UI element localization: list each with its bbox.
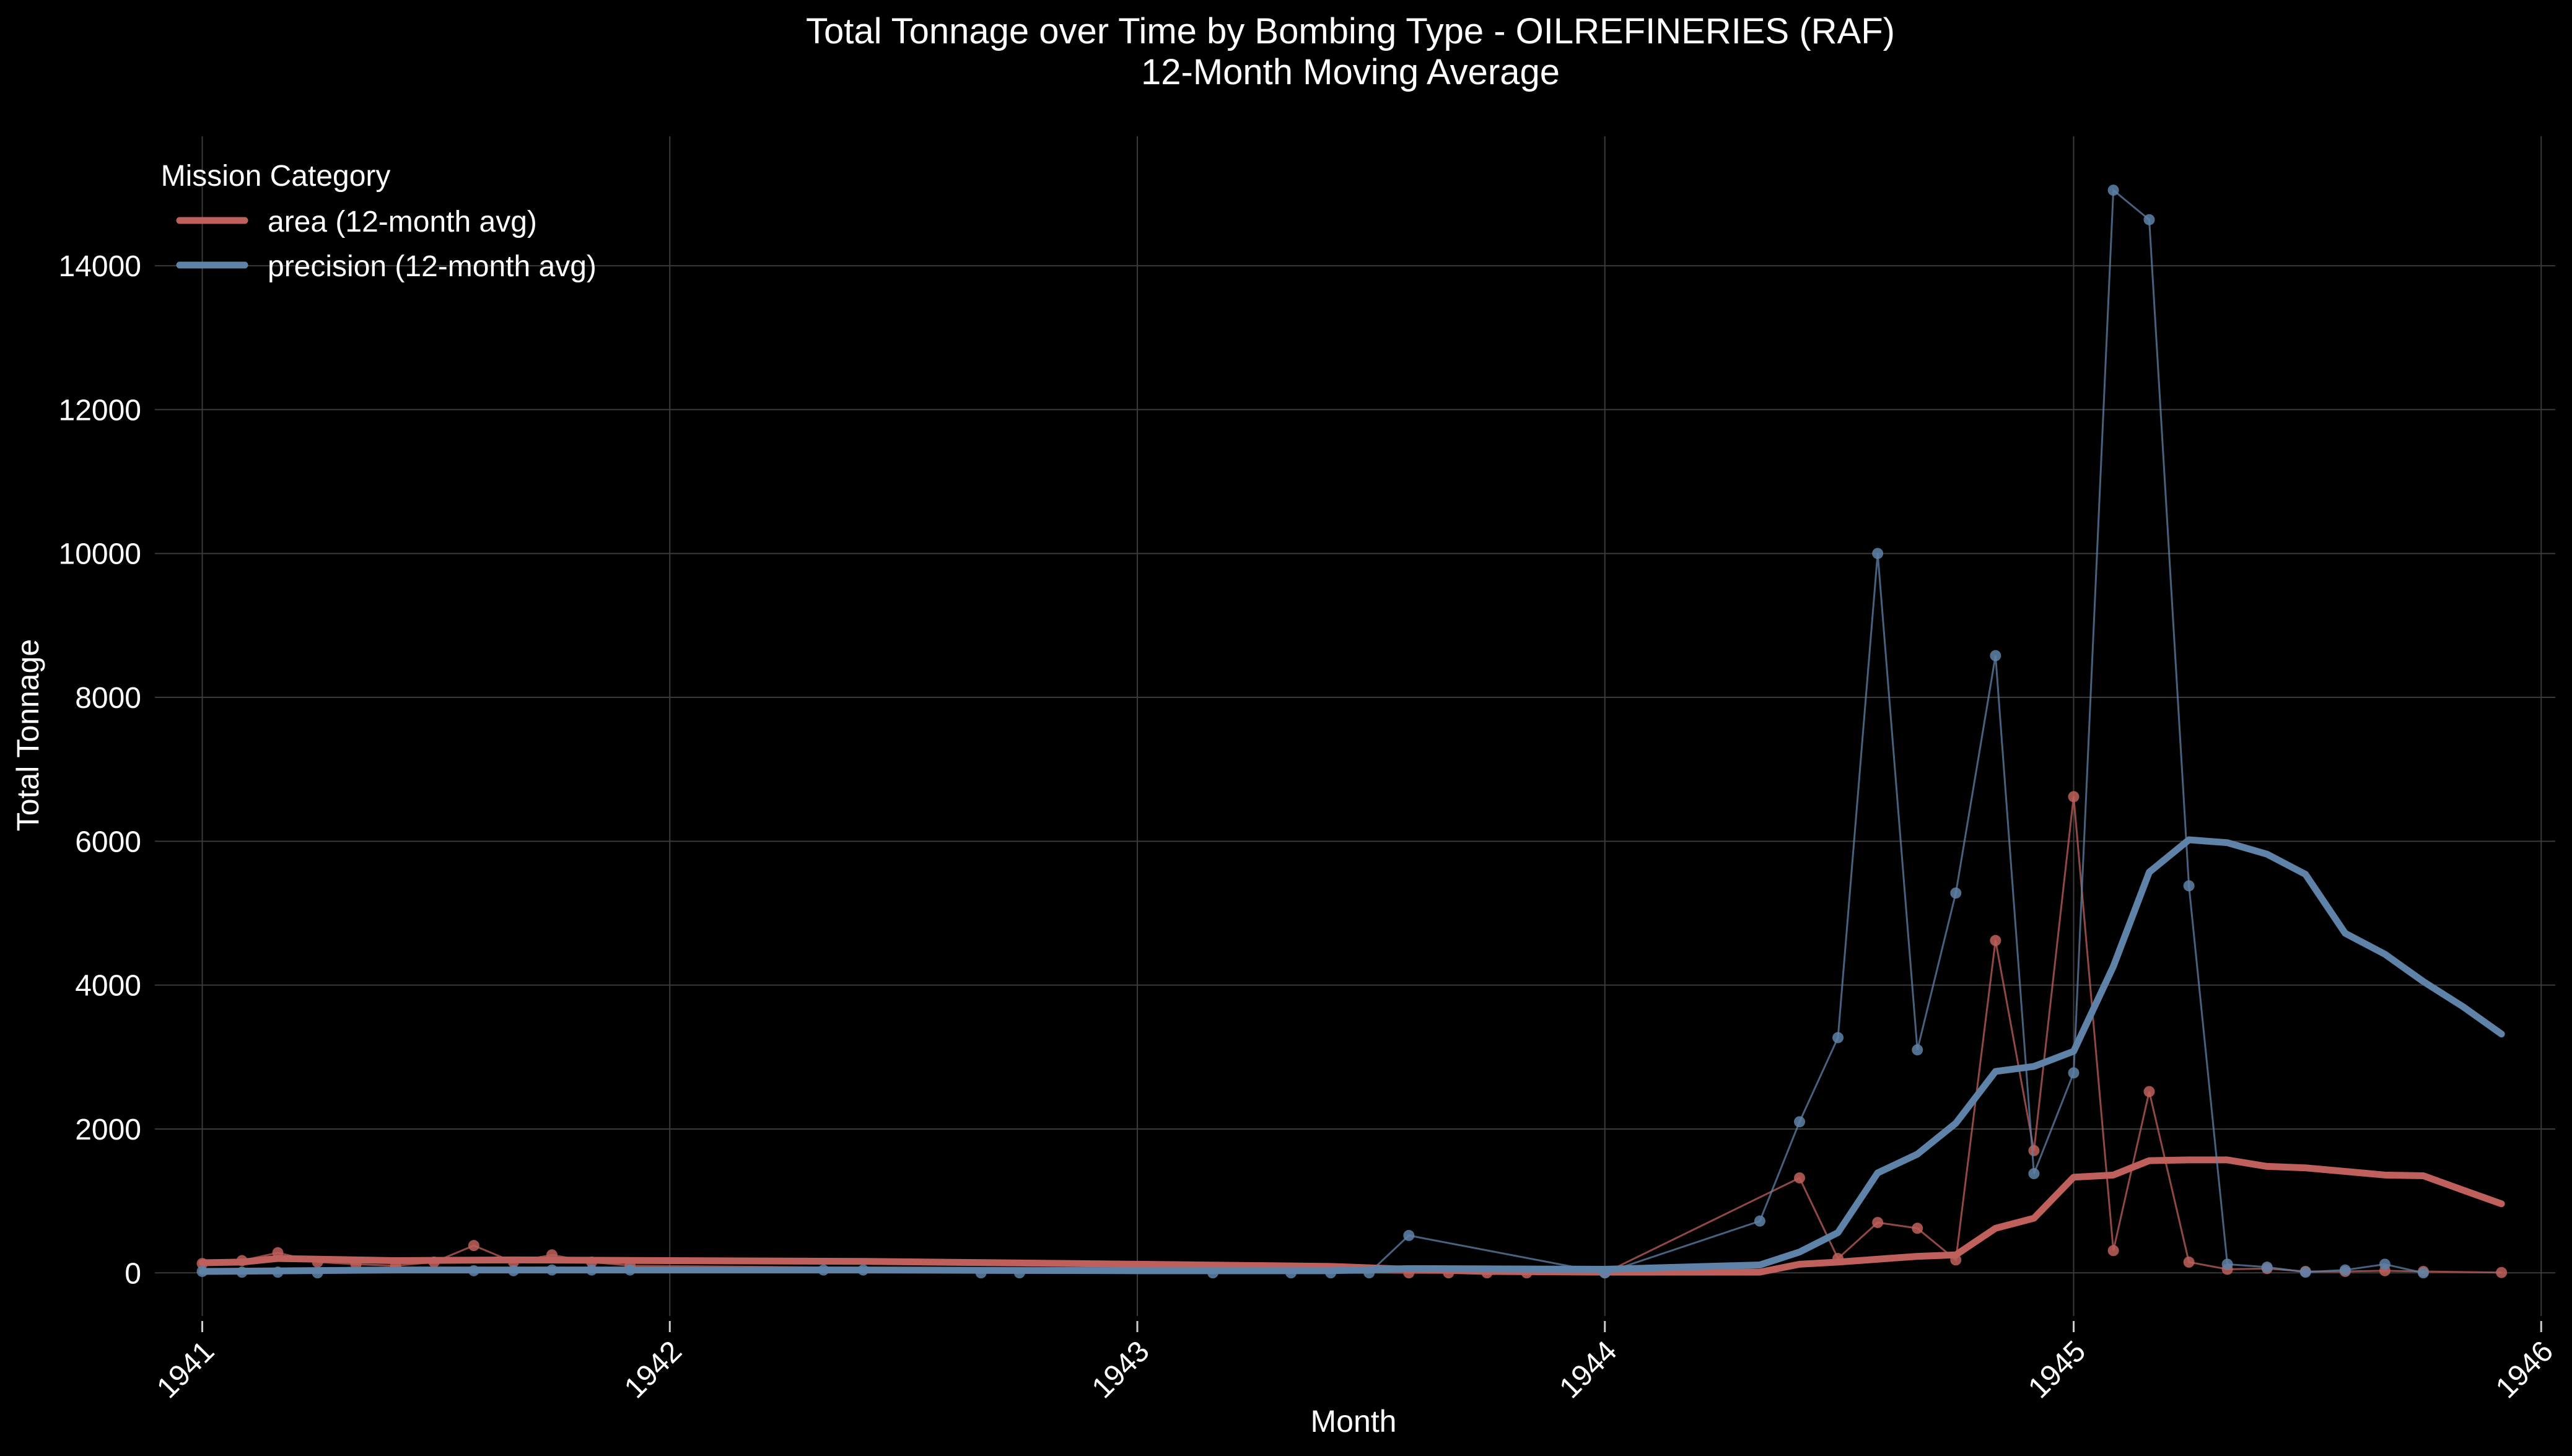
legend-entry-area: area (12-month avg)	[268, 206, 537, 238]
data-point-precision	[2379, 1258, 2390, 1270]
chart-title: Total Tonnage over Time by Bombing Type …	[806, 11, 1895, 51]
data-point-precision	[2299, 1266, 2311, 1278]
legend-title: Mission Category	[161, 160, 391, 193]
data-point-precision	[2107, 185, 2119, 196]
data-point-area	[2068, 791, 2080, 803]
data-point-area	[2183, 1256, 2195, 1268]
data-point-precision	[2339, 1264, 2351, 1276]
data-point-precision	[1403, 1229, 1415, 1241]
data-point-precision	[1754, 1215, 1765, 1227]
data-point-area	[1912, 1223, 1923, 1234]
data-point-area	[2143, 1086, 2155, 1097]
data-point-precision	[1872, 547, 1884, 559]
y-tick-label: 6000	[75, 826, 141, 858]
data-point-area	[2028, 1144, 2040, 1156]
data-point-precision	[2143, 214, 2155, 225]
y-tick-label: 14000	[59, 250, 141, 283]
data-point-precision	[2221, 1258, 2233, 1270]
data-point-precision	[2261, 1262, 2273, 1273]
y-tick-label: 10000	[59, 538, 141, 571]
plot-area	[196, 185, 2508, 1279]
data-point-area	[1794, 1172, 1806, 1184]
y-axis-label: Total Tonnage	[11, 639, 45, 831]
legend: Mission Category area (12-month avg) pre…	[161, 160, 597, 283]
legend-entry-precision: precision (12-month avg)	[268, 250, 597, 283]
data-point-precision	[1990, 650, 2001, 661]
chart-subtitle: 12-Month Moving Average	[1141, 52, 1560, 92]
y-tick-label: 2000	[75, 1114, 141, 1146]
x-axis-label: Month	[1311, 1404, 1397, 1439]
data-point-precision	[1950, 887, 1962, 899]
series-precision	[196, 185, 2505, 1279]
y-tick-label: 8000	[75, 682, 141, 715]
data-point-precision	[2183, 880, 2195, 892]
data-point-area	[468, 1240, 479, 1252]
data-point-precision	[1912, 1044, 1923, 1056]
data-point-area	[1990, 935, 2001, 946]
data-point-area	[2107, 1245, 2119, 1257]
series-area-moving-average-line	[199, 1156, 2505, 1276]
y-tick-label: 12000	[59, 394, 141, 427]
data-point-precision	[2028, 1168, 2040, 1180]
data-point-precision	[1794, 1116, 1806, 1128]
y-tick-label: 0	[125, 1257, 141, 1290]
data-point-area	[1872, 1216, 1884, 1228]
y-tick-label: 4000	[75, 970, 141, 1003]
data-point-area	[2496, 1266, 2508, 1278]
grid-lines	[155, 136, 2555, 1316]
data-point-precision	[2418, 1267, 2430, 1279]
data-point-precision	[2068, 1067, 2080, 1079]
data-point-precision	[1832, 1032, 1844, 1044]
y-axis: 0 2000 4000 6000 8000 10000 12000 14000	[59, 250, 141, 1290]
series-precision-moving-average-line	[199, 836, 2505, 1275]
